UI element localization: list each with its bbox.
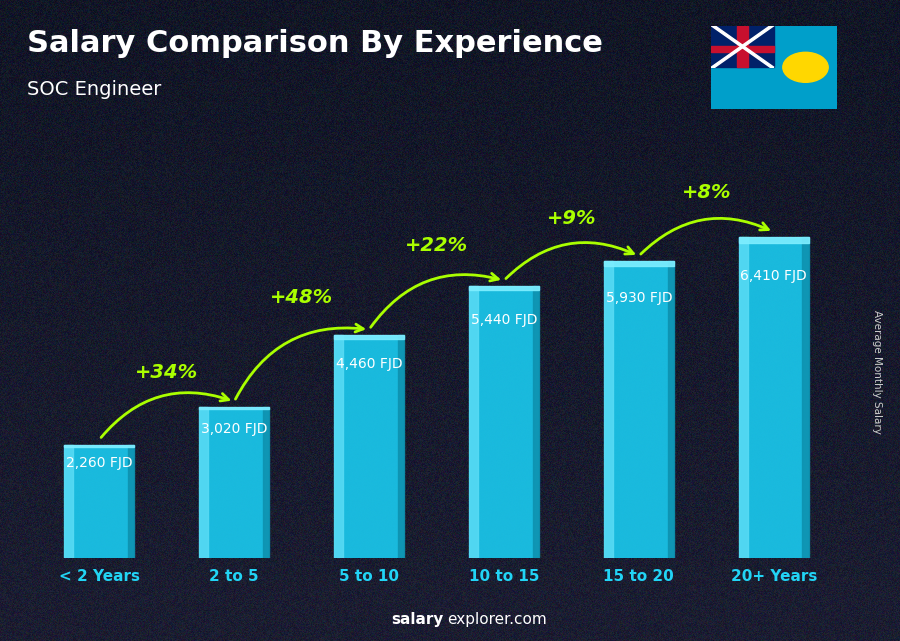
Bar xyxy=(128,445,134,558)
Bar xyxy=(604,261,674,267)
Text: 6,410 FJD: 6,410 FJD xyxy=(741,269,807,283)
Text: 5,930 FJD: 5,930 FJD xyxy=(606,290,672,304)
Bar xyxy=(199,406,269,558)
Bar xyxy=(711,46,774,53)
Text: Average Monthly Salary: Average Monthly Salary xyxy=(872,310,883,434)
Bar xyxy=(64,445,134,558)
Text: explorer.com: explorer.com xyxy=(447,612,547,627)
Bar xyxy=(469,285,478,558)
Text: +9%: +9% xyxy=(546,210,596,228)
Bar xyxy=(711,26,774,67)
Bar xyxy=(469,285,539,558)
Bar xyxy=(739,237,809,243)
Circle shape xyxy=(783,53,828,82)
Bar xyxy=(199,406,208,558)
Text: +34%: +34% xyxy=(135,363,198,381)
Text: Salary Comparison By Experience: Salary Comparison By Experience xyxy=(27,29,603,58)
Bar xyxy=(334,335,404,558)
Bar xyxy=(604,261,613,558)
Bar xyxy=(533,285,539,558)
Bar xyxy=(334,335,404,338)
Bar xyxy=(739,237,748,558)
Text: 5,440 FJD: 5,440 FJD xyxy=(471,313,537,327)
Bar xyxy=(398,335,404,558)
Polygon shape xyxy=(711,26,774,67)
Bar xyxy=(64,445,134,447)
Text: SOC Engineer: SOC Engineer xyxy=(27,80,161,99)
Bar xyxy=(737,26,748,67)
Polygon shape xyxy=(711,26,774,67)
Bar xyxy=(668,261,674,558)
Text: 4,460 FJD: 4,460 FJD xyxy=(336,357,402,371)
Bar xyxy=(334,335,343,558)
Text: +48%: +48% xyxy=(270,288,333,307)
Bar xyxy=(739,237,809,558)
Text: 3,020 FJD: 3,020 FJD xyxy=(201,422,267,436)
Bar xyxy=(263,406,269,558)
Bar xyxy=(469,285,539,290)
Text: +8%: +8% xyxy=(681,183,731,202)
Bar xyxy=(604,261,674,558)
Bar xyxy=(64,445,73,558)
Bar xyxy=(803,237,809,558)
Bar xyxy=(199,406,269,410)
Text: 2,260 FJD: 2,260 FJD xyxy=(66,456,132,470)
Text: salary: salary xyxy=(392,612,444,627)
Text: +22%: +22% xyxy=(405,237,468,256)
